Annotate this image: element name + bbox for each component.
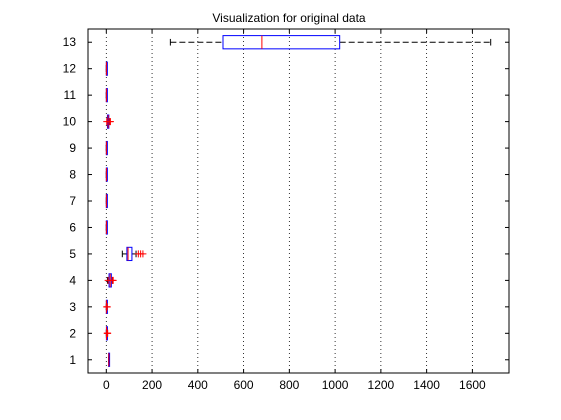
y-tick-label: 6 — [69, 220, 76, 234]
outlier-marker — [103, 303, 111, 311]
box — [222, 35, 341, 50]
plot-area: 0 200 400 600 800 1000 1200 1400 160012345678910… — [63, 28, 510, 392]
y-tick-label: 8 — [69, 168, 76, 182]
y-tick-label: 5 — [69, 247, 76, 261]
outlier-marker — [139, 250, 147, 258]
y-tick-label: 10 — [63, 115, 77, 129]
y-tick-label: 11 — [64, 88, 77, 102]
x-tick-label: 1000 — [322, 378, 349, 392]
x-tick-label: 0 — [103, 378, 110, 392]
x-tick-label: 200 — [142, 378, 162, 392]
box — [126, 246, 133, 262]
x-tick-label: 1400 — [413, 378, 440, 392]
y-tick-label: 2 — [69, 326, 76, 340]
x-tick-label: 1200 — [368, 378, 395, 392]
outlier-marker — [109, 276, 117, 284]
x-tick-label: 400 — [188, 378, 208, 392]
x-tick-label: 1600 — [459, 378, 486, 392]
x-tick-label: 800 — [279, 378, 299, 392]
y-tick-label: 9 — [69, 141, 76, 155]
y-tick-label: 13 — [63, 35, 77, 49]
y-tick-label: 7 — [69, 194, 76, 208]
x-tick-label: 600 — [234, 378, 254, 392]
outlier-marker — [106, 118, 114, 126]
chart-title: Visualization for original data — [212, 11, 366, 25]
y-tick-label: 3 — [69, 300, 76, 314]
outlier-marker — [104, 329, 112, 337]
y-tick-label: 4 — [69, 273, 76, 287]
y-tick-label: 12 — [63, 62, 77, 76]
axes-frame — [87, 28, 510, 374]
y-tick-label: 1 — [69, 353, 76, 367]
